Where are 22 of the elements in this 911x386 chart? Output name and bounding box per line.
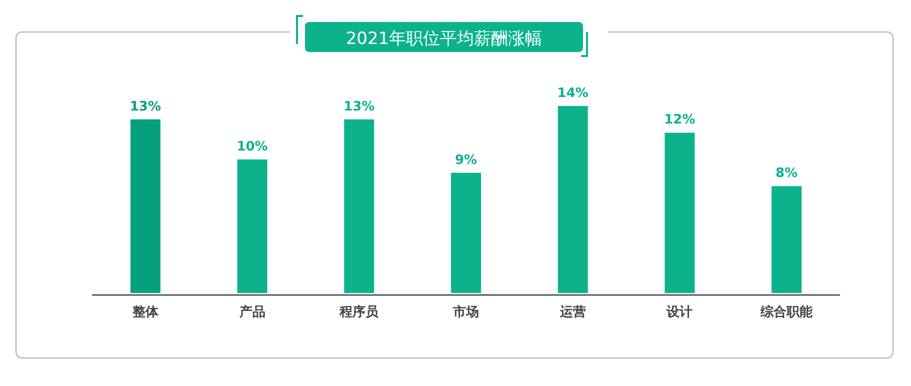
x-tick-label: 综合职能 [760, 304, 814, 320]
x-tick-label: 程序员 [338, 304, 380, 320]
x-tick-label: 市场 [452, 304, 479, 320]
bar [130, 119, 160, 293]
data-label: 13% [344, 99, 375, 114]
bar [451, 172, 481, 293]
data-label: 9% [454, 152, 478, 168]
bar [237, 159, 268, 293]
bar [772, 186, 802, 293]
bar [558, 106, 588, 293]
bar [664, 132, 695, 293]
data-label: 12% [664, 112, 696, 128]
bar [344, 119, 374, 293]
chart-title: 2021年职位平均薪酬涨幅 [346, 29, 542, 49]
x-tick-label: 产品 [238, 304, 266, 320]
data-label: 13% [130, 99, 161, 114]
data-label: 10% [236, 139, 268, 154]
data-label: 14% [557, 86, 588, 101]
data-label: 8% [776, 166, 798, 182]
x-tick-label: 运营 [558, 304, 586, 320]
x-tick-label: 整体 [131, 305, 160, 320]
x-tick-label: 设计 [666, 305, 693, 320]
